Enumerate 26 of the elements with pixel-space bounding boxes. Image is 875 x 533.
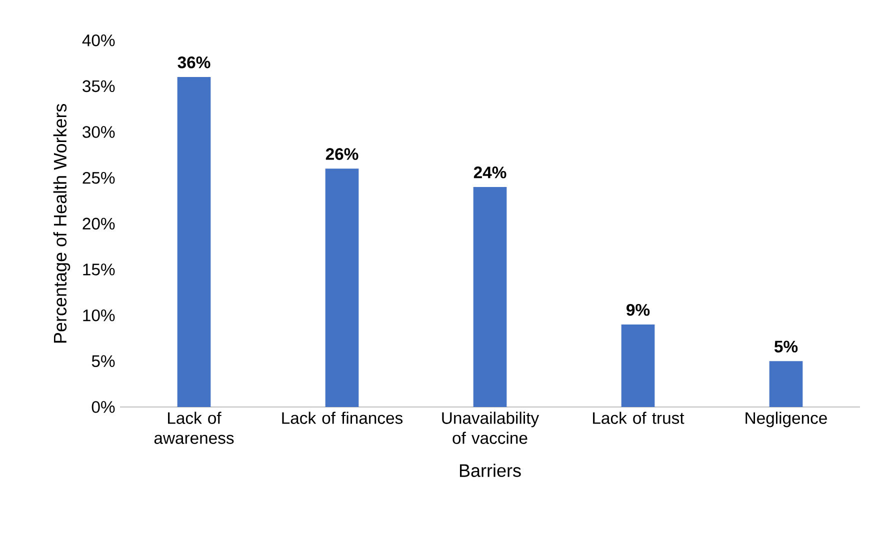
y-tick-label: 0% xyxy=(92,401,115,413)
x-tick-label: Unavailability of vaccine xyxy=(442,412,540,444)
y-tick-label: 40% xyxy=(82,34,115,46)
x-tick-label: Lack of awareness xyxy=(154,412,234,444)
x-axis-title: Barriers xyxy=(460,464,521,477)
y-tick-label: 10% xyxy=(83,309,115,322)
bar xyxy=(177,77,211,407)
data-label: 24% xyxy=(474,166,506,178)
y-tick-label: 30% xyxy=(82,126,115,138)
y-tick-label: 25% xyxy=(82,172,115,184)
y-tick-label: 5% xyxy=(92,355,115,368)
x-tick-label: Lack of trust xyxy=(593,412,684,424)
bar xyxy=(621,324,655,407)
y-axis-title: Percentage of Health Workers xyxy=(53,104,70,343)
data-label: 36% xyxy=(178,56,210,68)
x-tick-label: Lack of finances xyxy=(282,412,403,424)
bar xyxy=(769,361,803,407)
data-label: 5% xyxy=(774,340,798,352)
y-tick-label: 20% xyxy=(82,218,115,230)
y-tick-label: 15% xyxy=(83,264,115,276)
y-tick-label: 35% xyxy=(82,80,115,92)
data-label: 9% xyxy=(626,304,650,316)
x-tick-label: Negligence xyxy=(746,412,827,428)
data-label: 26% xyxy=(326,148,358,160)
bar xyxy=(473,187,507,407)
bar xyxy=(325,168,359,407)
